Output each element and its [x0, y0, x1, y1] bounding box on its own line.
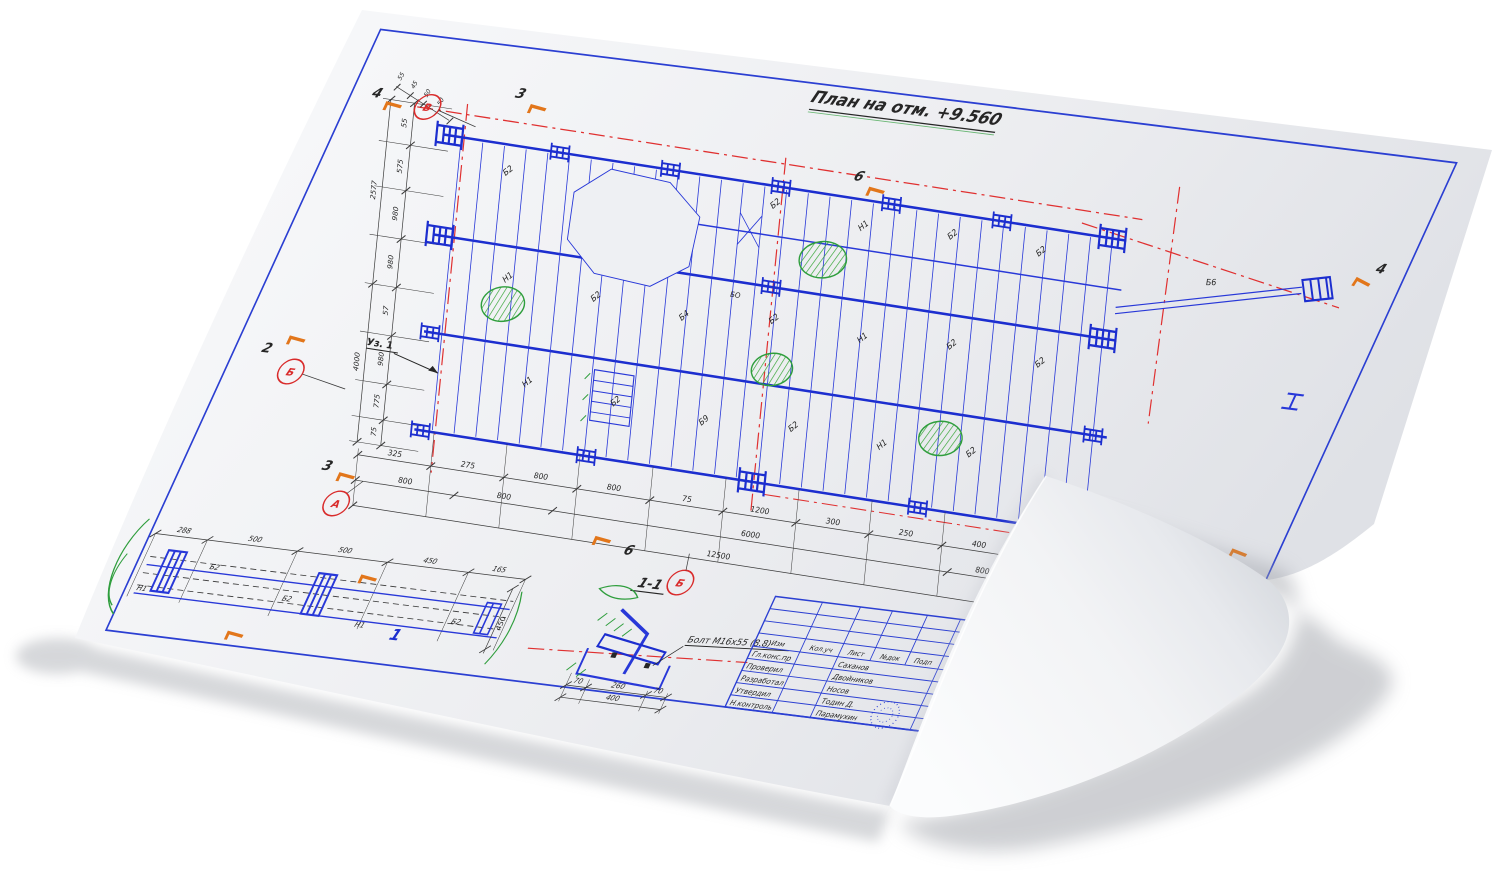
dim-value: 275	[460, 459, 475, 470]
name-cell: Носов	[825, 684, 851, 695]
title-block-rows: Гл.конс.пр Саханов Проверил Двойников Ра…	[728, 649, 875, 722]
channel-sections	[149, 549, 503, 636]
ladder-detail	[580, 369, 635, 428]
section-title: 1-1	[635, 575, 665, 593]
dim-value: 800	[975, 565, 990, 576]
title-block-header: Изм Кол.уч Лист №док Подп	[770, 639, 934, 667]
dim-value: 50	[423, 88, 433, 99]
dim-value: 500	[337, 545, 355, 555]
dim-value: 1200	[750, 504, 770, 516]
detail-label: Б2	[449, 617, 462, 627]
bolt-note: Болт М16х55 (8.8)	[686, 636, 773, 650]
main-girders	[414, 133, 1127, 537]
beam-label: Б6	[1206, 277, 1217, 287]
name-cell: Тодин Д.	[820, 697, 856, 710]
dim-value: 55	[399, 117, 409, 128]
dim-value: 250	[898, 527, 913, 538]
dim-value: 325	[387, 448, 402, 459]
header-cell: Кол.уч	[808, 644, 834, 654]
dim-value: 980	[376, 351, 386, 367]
dim-value: 400	[971, 539, 986, 550]
dim-value: 800	[533, 471, 548, 482]
paper-sheet	[75, 10, 1492, 806]
dim-value: 75	[682, 494, 692, 505]
dim-value: 57	[381, 305, 391, 316]
drawing-frame	[104, 28, 1458, 765]
detail-label: Б2	[280, 594, 293, 604]
name-cell: Саханов	[837, 660, 871, 672]
dim-value: 575	[395, 158, 405, 174]
dim-value: 55	[397, 71, 407, 82]
section-view: 1-1 Болт М16х55 (8.8) 70	[527, 575, 789, 714]
header-cell: №док	[878, 653, 902, 663]
page-curl-edge-highlight	[889, 475, 1047, 807]
dim-value: 70	[572, 676, 585, 686]
detail-label: Б2	[208, 562, 221, 572]
green-sketch-marks	[107, 518, 523, 665]
green-hatch-zones	[480, 240, 963, 457]
connection-sketch	[566, 585, 671, 691]
detail-label: Н1	[353, 620, 367, 630]
header-cell: Лист	[845, 649, 867, 659]
dim-value: 165	[491, 564, 509, 574]
detail-plan: 288 500 500 450 165 Б2 Н1 Б2 Н1 Б2 1	[107, 518, 532, 665]
dim-value: 980	[390, 205, 400, 221]
intermediate-girder	[622, 211, 1122, 291]
dim-value: 6000	[741, 529, 761, 541]
dim-value: 800	[398, 475, 413, 486]
dim-value: 800	[496, 491, 511, 502]
dim-value: 500	[247, 534, 265, 544]
header-cell: Подп	[913, 657, 935, 667]
node-callout: Уз. 1	[366, 337, 439, 374]
corner-brace	[736, 212, 763, 248]
dim-value: 288	[176, 525, 194, 535]
dim-value: 800	[606, 482, 621, 493]
detail-label: Н1	[135, 583, 149, 593]
i-beam-icon	[1280, 392, 1305, 411]
node-label: Уз. 1	[366, 337, 393, 352]
dim-value: 75	[369, 426, 379, 437]
dim-value: 450	[422, 556, 440, 566]
left-dimension-chains: 55 575 980 980 57 980 775 75 2577 4000 5…	[351, 71, 454, 450]
dim-total: 12500	[706, 549, 731, 562]
dim-value: 980	[385, 254, 395, 270]
beam-label: БО	[730, 289, 741, 300]
dim-value: 45	[410, 80, 420, 91]
page-curl	[890, 476, 1290, 818]
dim-value: 300	[825, 516, 840, 527]
role-cell: Утвердил	[734, 686, 773, 699]
beam-b6	[1114, 275, 1334, 315]
sheet-shadow	[16, 638, 890, 842]
role-cell: Проверил	[745, 662, 785, 675]
dim-value: 775	[372, 393, 382, 409]
dim-total: 400	[604, 693, 622, 703]
floor-opening	[566, 168, 701, 287]
dim-total: 2577	[368, 179, 379, 200]
header-cell: Изм	[770, 639, 787, 648]
dim-total: 4000	[351, 351, 362, 372]
dim-value: 260	[610, 681, 628, 691]
bolt-callout: Болт М16х55 (8.8)	[652, 636, 789, 666]
dim-value: 70	[652, 686, 665, 696]
stamp-scribble	[870, 701, 901, 729]
plan-view: Б2 Б2 Н1 Б2 Б2 Н1 Б2 Б4 Б2 Н1 Б2 Б2 Н1 Б…	[348, 71, 1340, 623]
